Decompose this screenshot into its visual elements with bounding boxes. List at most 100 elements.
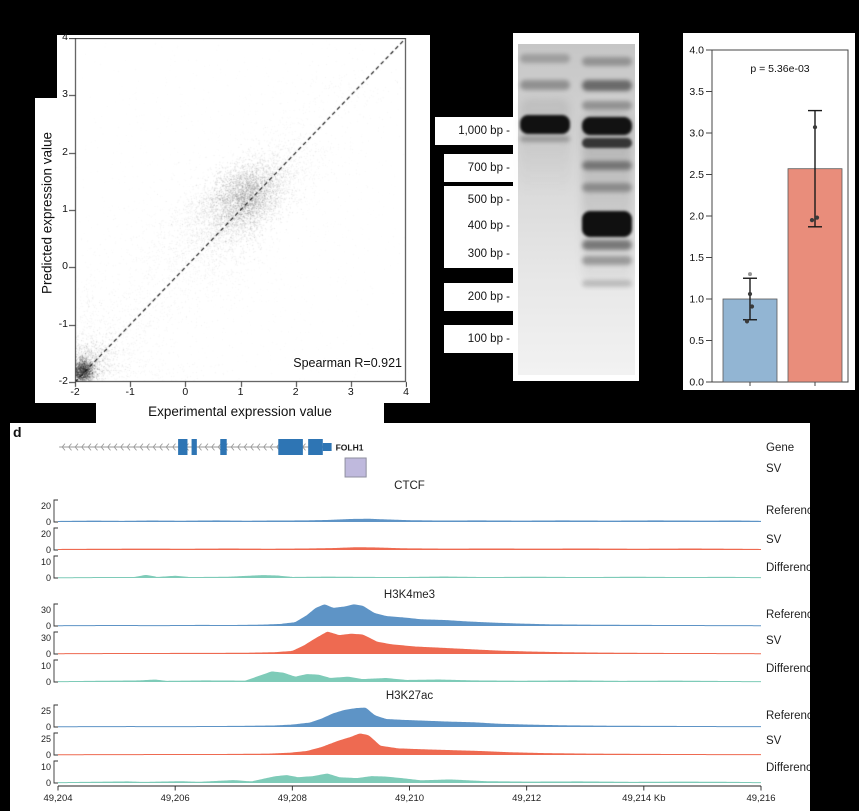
genome-x-tick-label: 49,212	[512, 793, 541, 804]
bar-y-tick-label: 3.5	[689, 86, 704, 98]
genome-x-tick-label: 49,210	[395, 793, 424, 804]
track-ymin-label: 0	[46, 722, 51, 732]
genome-x-tick-label: 49,204	[43, 793, 72, 804]
track-y-axis	[53, 732, 58, 756]
signal-line-reference	[57, 604, 762, 627]
track-ymax-label: 10	[41, 661, 51, 671]
genome-x-tick-label: 49,214 Kb	[622, 793, 665, 804]
track-ymin-label: 0	[46, 517, 51, 527]
gel-band-lane2	[582, 183, 632, 192]
bar-chart: 0.0 0.5 1.0 1.5 2.0 2.5 3.0 3.5 4.0 p = 5.36e-03	[683, 33, 855, 390]
gel-band-lane2	[582, 57, 632, 66]
track-ymin-label: 0	[46, 778, 51, 788]
track-group-title: H3K27ac	[386, 690, 434, 702]
signal-line-sv	[57, 733, 761, 756]
signal-line-reference	[57, 518, 762, 522]
genome-x-tick-label: 49,208	[278, 793, 307, 804]
gel-band-lane2	[582, 240, 632, 250]
gel-band-lane2	[582, 211, 632, 237]
scatter-y-tick: -1	[58, 317, 68, 330]
data-point	[747, 291, 753, 297]
track-ymax-label: 30	[41, 633, 51, 643]
signal-line-difference	[57, 574, 762, 579]
bar-y-tick-label: 2.0	[689, 211, 704, 223]
gene-exon	[278, 439, 303, 455]
gel-marker-label: 400 bp -	[444, 212, 513, 240]
gel-band-lane1	[520, 115, 570, 134]
data-point	[744, 319, 750, 324]
scatter-x-tick: 1	[237, 386, 244, 398]
scatter-y-tick: 0	[62, 260, 68, 273]
row-label-difference: Difference	[766, 762, 810, 774]
scatter-panel-background-xlabel	[96, 403, 384, 423]
bar-y-tick-label: 1.5	[689, 252, 704, 264]
data-point	[809, 218, 815, 223]
bar-y-tick-label: 1.0	[689, 294, 704, 306]
scatter-x-tick: 4	[403, 386, 409, 398]
bar-y-tick-label: 0.5	[689, 335, 704, 347]
row-label-difference: Difference	[766, 663, 810, 675]
gel-lane1-smear	[520, 99, 570, 194]
gel-band-lane2	[582, 138, 632, 148]
track-group-title: CTCF	[394, 480, 425, 492]
scatter-x-tick: -2	[70, 386, 80, 398]
gel-image	[518, 44, 635, 375]
gel-band-lane2	[582, 117, 632, 135]
gel-marker-label: 100 bp -	[444, 325, 513, 353]
bar-y-tick-label: 0.0	[689, 377, 704, 389]
gel-marker-label: 200 bp -	[444, 283, 513, 311]
scatter-x-axis-label: Experimental expression value	[148, 404, 332, 419]
track-ymax-label: 10	[41, 762, 51, 772]
row-label-gene: Gene	[766, 442, 794, 454]
track-y-axis	[53, 760, 58, 784]
gel-band-lane2	[582, 161, 632, 170]
gel-band-lane2	[582, 101, 632, 110]
gene-name-label: FOLH1	[336, 443, 364, 453]
track-ymax-label: 20	[41, 529, 51, 539]
scatter-x-tick: 0	[182, 386, 189, 398]
track-y-axis	[53, 659, 58, 683]
row-label-reference: Reference	[766, 505, 810, 517]
signal-area-reference	[58, 708, 761, 727]
gel-band-lane2	[582, 256, 632, 265]
row-label-sv: SV	[766, 534, 782, 546]
spearman-annotation: Spearman R=0.921	[293, 356, 402, 370]
signal-area-sv	[58, 632, 761, 654]
gene-exon	[178, 439, 188, 455]
gene-exon	[191, 439, 197, 455]
track-ymin-label: 0	[46, 545, 51, 555]
bar-y-tick-label: 4.0	[689, 45, 704, 57]
track-ymax-label: 25	[41, 706, 51, 716]
gel-marker-label: 300 bp -	[444, 240, 513, 268]
row-label-sv: SV	[766, 735, 782, 747]
gel-band-lane1	[520, 54, 570, 63]
data-point	[814, 215, 820, 220]
data-point	[749, 304, 755, 309]
scatter-y-tick: 2	[62, 145, 68, 158]
scatter-y-tick: 4	[62, 31, 68, 43]
gene-utr	[322, 443, 332, 451]
track-y-axis	[53, 527, 58, 551]
signal-line-sv	[57, 631, 762, 655]
bar-y-tick-label: 3.0	[689, 128, 704, 140]
track-y-axis	[53, 603, 58, 627]
signal-area-sv	[58, 734, 761, 755]
gel-band-lane2	[582, 80, 632, 91]
gel-panel	[513, 33, 639, 381]
panel-label-d: d	[13, 424, 22, 440]
scatter-point-cloud	[69, 38, 407, 390]
genome-panel-background	[10, 423, 810, 811]
row-label-difference: Difference	[766, 562, 810, 574]
track-group-title: H3K4me3	[384, 589, 435, 601]
signal-line-sv	[57, 547, 762, 550]
track-ymin-label: 0	[46, 649, 51, 659]
track-ymax-label: 25	[41, 734, 51, 744]
track-ymin-label: 0	[46, 750, 51, 760]
genome-x-tick-label: 49,206	[161, 793, 190, 804]
sv-box	[344, 457, 367, 478]
scatter-x-tick: -1	[125, 386, 135, 398]
scatter-y-tick: -2	[58, 374, 68, 387]
signal-line-difference	[57, 671, 762, 683]
gene-exon	[220, 439, 227, 455]
